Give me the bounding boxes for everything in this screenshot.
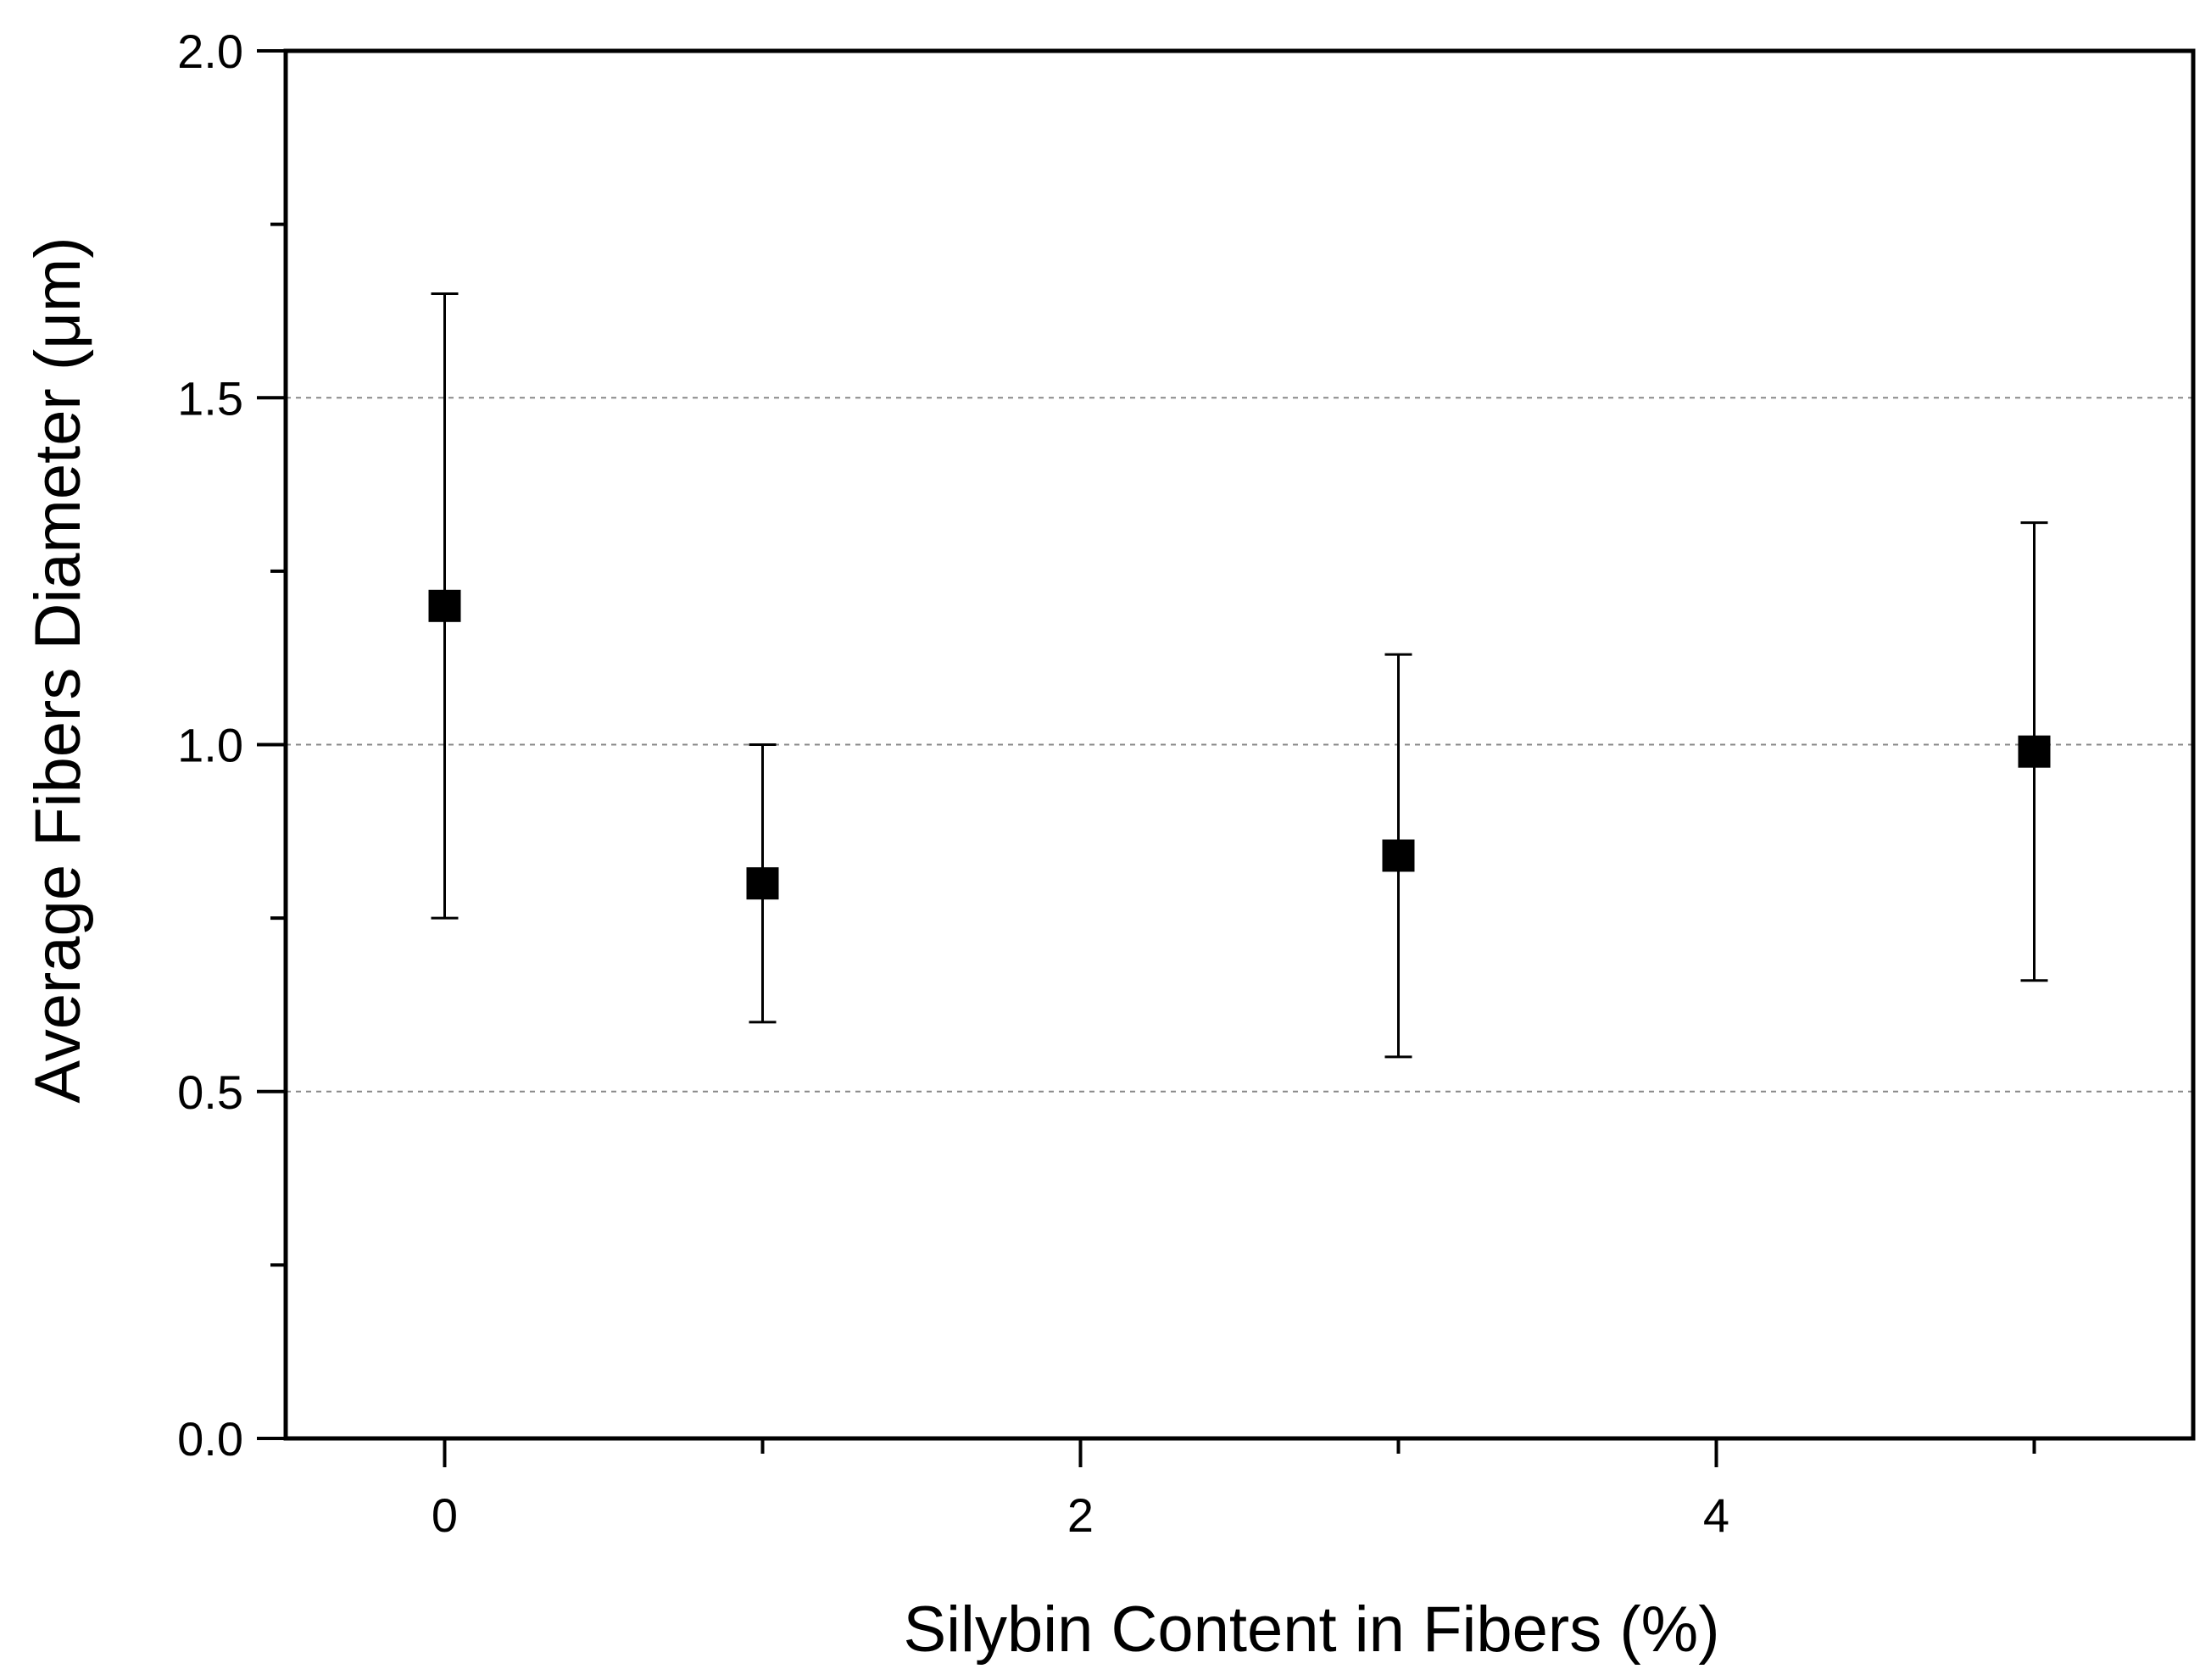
y-tick-label: 2.0 <box>177 25 243 78</box>
x-tick-label: 0 <box>432 1488 458 1542</box>
axis-ticks <box>257 49 2036 1467</box>
data-point <box>428 589 461 622</box>
error-bars <box>431 292 2048 1059</box>
y-axis-title: Average Fibers Diameter (μm) <box>22 236 94 1103</box>
y-tick-label: 1.5 <box>177 371 243 425</box>
x-tick-label: 2 <box>1067 1488 1094 1542</box>
tick-labels: 0.0 0.5 1.0 1.5 2.0 0 2 4 <box>177 25 1729 1542</box>
y-tick-label: 0.5 <box>177 1065 243 1119</box>
data-point <box>746 867 779 900</box>
data-point <box>1382 839 1415 872</box>
data-markers <box>428 589 2051 900</box>
data-point <box>2018 735 2051 768</box>
grid-lines <box>286 397 2193 1093</box>
y-tick-label: 1.0 <box>177 719 243 772</box>
x-axis-title: Silybin Content in Fibers (%) <box>903 1594 1719 1666</box>
y-tick-label: 0.0 <box>177 1412 243 1466</box>
x-tick-label: 4 <box>1703 1488 1729 1542</box>
